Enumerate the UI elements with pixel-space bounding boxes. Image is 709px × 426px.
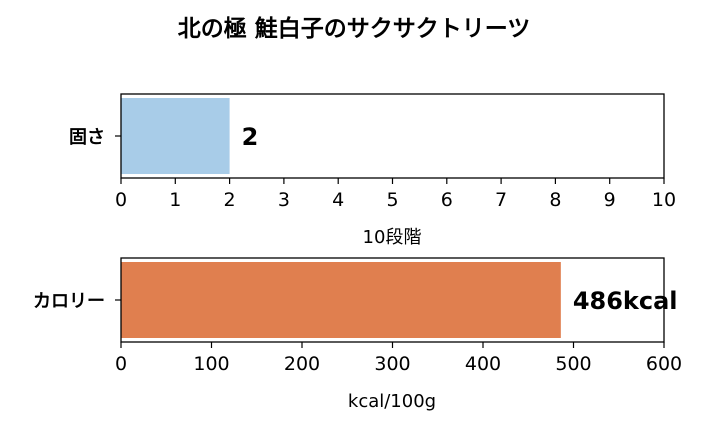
calorie-bar: [121, 262, 561, 338]
calorie-x-tick-label: 500: [555, 353, 591, 375]
hardness-bars: 2: [121, 98, 258, 174]
calorie-x-ticks: 0 100 200 300 400 500 600: [115, 342, 682, 375]
calorie-x-tick-label: 0: [115, 353, 127, 375]
calorie-value-label: 486kcal: [573, 287, 678, 315]
hardness-value-label: 2: [242, 123, 259, 151]
calorie-x-tick-label: 100: [193, 353, 229, 375]
hardness-x-tick-label: 0: [115, 189, 127, 211]
hardness-x-tick-label: 7: [495, 189, 507, 211]
hardness-x-tick-label: 3: [278, 189, 290, 211]
hardness-x-tick-label: 2: [224, 189, 236, 211]
calorie-x-tick-label: 600: [646, 353, 682, 375]
calorie-x-axis-label: kcal/100g: [348, 391, 436, 412]
hardness-x-tick-label: 6: [441, 189, 453, 211]
hardness-x-tick-label: 4: [332, 189, 344, 211]
calorie-bars: 486kcal: [121, 262, 678, 338]
calorie-category-label: カロリー: [33, 291, 105, 312]
hardness-x-tick-label: 1: [169, 189, 181, 211]
hardness-x-tick-label: 10: [652, 189, 676, 211]
hardness-panel: 2 固さ 0 1 2 3 4 5 6 7 8 9 10 10段階: [69, 93, 676, 248]
hardness-x-tick-label: 9: [604, 189, 616, 211]
calorie-panel: 486kcal カロリー 0 100 200 300 400 500 600 kcal/10…: [33, 257, 682, 412]
hardness-bar: [121, 98, 230, 174]
calorie-x-tick-label: 300: [374, 353, 410, 375]
hardness-category-label: 固さ: [69, 127, 105, 148]
chart-title: 北の極 鮭白子のサクサクトリーツ: [178, 15, 531, 42]
calorie-x-tick-label: 400: [465, 353, 501, 375]
hardness-x-ticks: 0 1 2 3 4 5 6 7 8 9 10: [115, 178, 676, 211]
hardness-x-tick-label: 5: [386, 189, 398, 211]
calorie-x-tick-label: 200: [284, 353, 320, 375]
hardness-x-axis-label: 10段階: [363, 227, 422, 248]
hardness-x-tick-label: 8: [549, 189, 561, 211]
